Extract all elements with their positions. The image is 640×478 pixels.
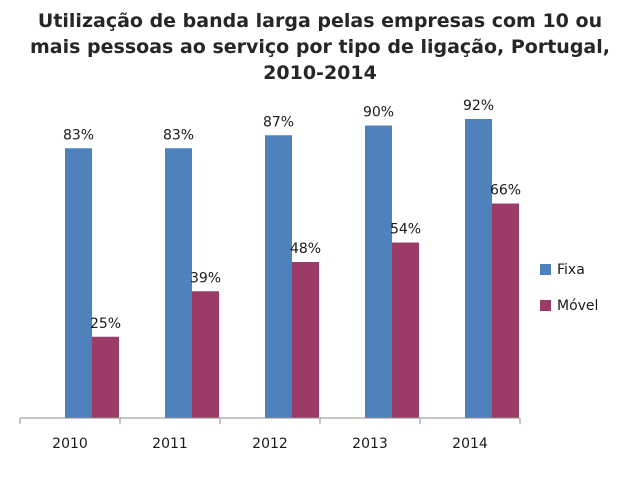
bar-mvel-2013 bbox=[392, 242, 419, 418]
bar-fixa-2011 bbox=[165, 148, 192, 418]
x-tick-label: 2011 bbox=[152, 436, 188, 452]
bar-fixa-2014 bbox=[465, 119, 492, 418]
legend-swatch bbox=[540, 264, 551, 275]
legend-label: Fixa bbox=[557, 262, 585, 278]
legend-swatch bbox=[540, 300, 551, 311]
chart-title-line-2: mais pessoas ao serviço por tipo de liga… bbox=[30, 36, 610, 58]
data-label: 92% bbox=[463, 98, 494, 114]
chart-title: Utilização de banda larga pelas empresas… bbox=[20, 8, 620, 86]
x-tick-label: 2012 bbox=[252, 436, 288, 452]
legend-label: Móvel bbox=[557, 298, 598, 314]
bar-mvel-2014 bbox=[492, 203, 519, 418]
chart-title-line-3: 2010-2014 bbox=[263, 62, 377, 84]
data-label: 54% bbox=[390, 222, 421, 238]
data-label: 25% bbox=[90, 316, 121, 332]
bar-mvel-2012 bbox=[292, 262, 319, 418]
data-label: 83% bbox=[63, 127, 94, 143]
bar-fixa-2012 bbox=[265, 135, 292, 418]
data-label: 39% bbox=[190, 270, 221, 286]
data-label: 66% bbox=[490, 183, 521, 199]
bar-mvel-2010 bbox=[92, 336, 119, 418]
data-label: 48% bbox=[290, 241, 321, 257]
bar-fixa-2013 bbox=[365, 125, 392, 418]
data-label: 90% bbox=[363, 105, 394, 121]
x-tick-label: 2014 bbox=[452, 436, 488, 452]
x-tick-label: 2010 bbox=[52, 436, 88, 452]
chart-title-line-1: Utilização de banda larga pelas empresas… bbox=[37, 10, 603, 32]
bar-fixa-2010 bbox=[65, 148, 92, 418]
x-tick-label: 2013 bbox=[352, 436, 388, 452]
data-label: 83% bbox=[163, 127, 194, 143]
data-label: 87% bbox=[263, 114, 294, 130]
bar-mvel-2011 bbox=[192, 291, 219, 418]
